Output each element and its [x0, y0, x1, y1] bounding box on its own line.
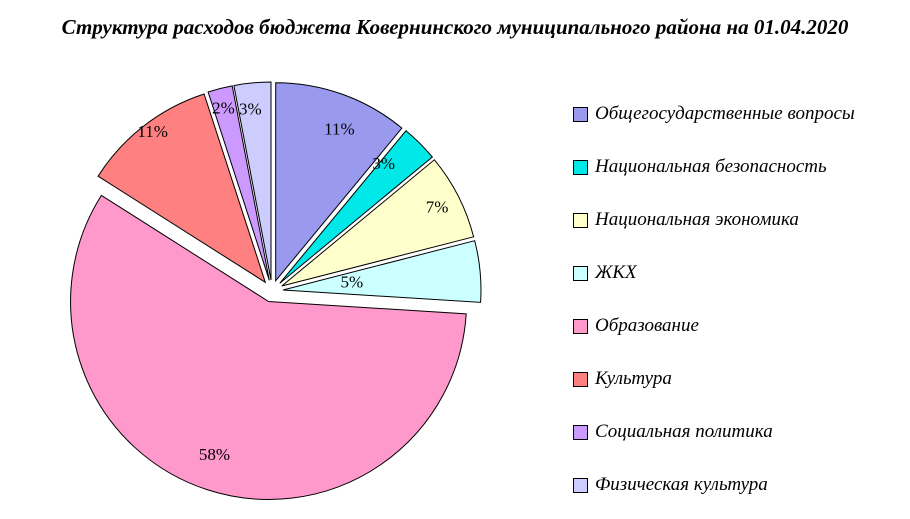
- pie-slice-label: 3%: [239, 100, 262, 119]
- legend-label: Культура: [595, 368, 672, 389]
- legend-label: Национальная безопасность: [595, 156, 827, 177]
- legend-label: ЖКХ: [595, 262, 637, 283]
- legend-label: Образование: [595, 315, 699, 336]
- legend-item-2: Национальная безопасность: [573, 156, 855, 177]
- legend-item-7: Социальная политика: [573, 421, 855, 442]
- chart-title: Структура расходов бюджета Ковернинского…: [61, 15, 849, 39]
- legend-label: Национальная экономика: [595, 209, 799, 230]
- pie-slice-2: [279, 129, 434, 284]
- legend-item-6: Культура: [573, 368, 855, 389]
- pie-slice-1: [275, 82, 403, 283]
- legend-swatch: [573, 318, 588, 334]
- legend-swatch: [573, 424, 588, 440]
- legend: Общегосударственные вопросы Национальная …: [573, 103, 855, 519]
- legend-swatch: [573, 371, 588, 387]
- pie-slice-label: 3%: [372, 154, 395, 173]
- pie-slice-7: [207, 85, 270, 281]
- legend-swatch: [573, 477, 588, 493]
- pie-slice-4: [282, 240, 482, 303]
- legend-swatch: [573, 265, 588, 281]
- pie-slice-label: 11%: [137, 122, 168, 141]
- legend-item-4: ЖКХ: [573, 262, 855, 283]
- legend-label: Социальная политика: [595, 421, 773, 442]
- pie-slice-label: 7%: [426, 197, 449, 216]
- legend-swatch: [573, 212, 588, 228]
- legend-swatch: [573, 106, 588, 122]
- legend-item-3: Национальная экономика: [573, 209, 855, 230]
- pie-slice-label: 11%: [324, 120, 355, 139]
- pie-slice-8: [233, 81, 272, 281]
- legend-label: Общегосударственные вопросы: [595, 103, 855, 124]
- legend-item-5: Образование: [573, 315, 855, 336]
- legend-swatch: [573, 159, 588, 175]
- pie-slice-3: [281, 159, 475, 287]
- pie-slice-label: 5%: [340, 273, 363, 292]
- pie-slice-5: [70, 194, 467, 500]
- legend-label: Физическая культура: [595, 474, 768, 495]
- pie-slice-6: [97, 93, 267, 284]
- pie-slice-label: 58%: [199, 445, 230, 464]
- pie-slice-label: 2%: [212, 99, 235, 118]
- legend-item-8: Физическая культура: [573, 474, 855, 495]
- legend-item-1: Общегосударственные вопросы: [573, 103, 855, 124]
